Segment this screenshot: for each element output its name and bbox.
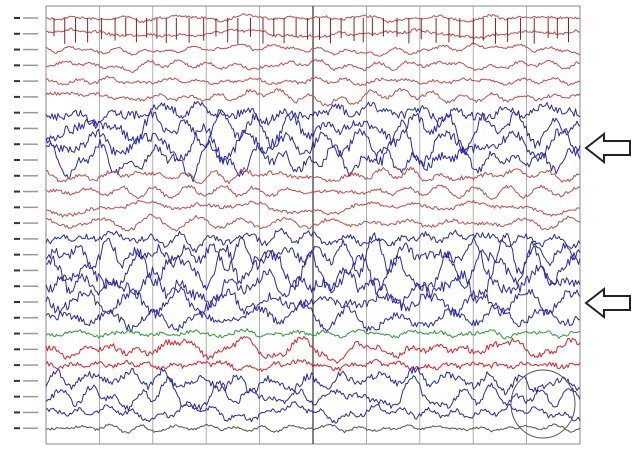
eeg-screenshot xyxy=(0,0,633,456)
page: (() => { const data = JSON.parse(documen… xyxy=(0,0,633,456)
